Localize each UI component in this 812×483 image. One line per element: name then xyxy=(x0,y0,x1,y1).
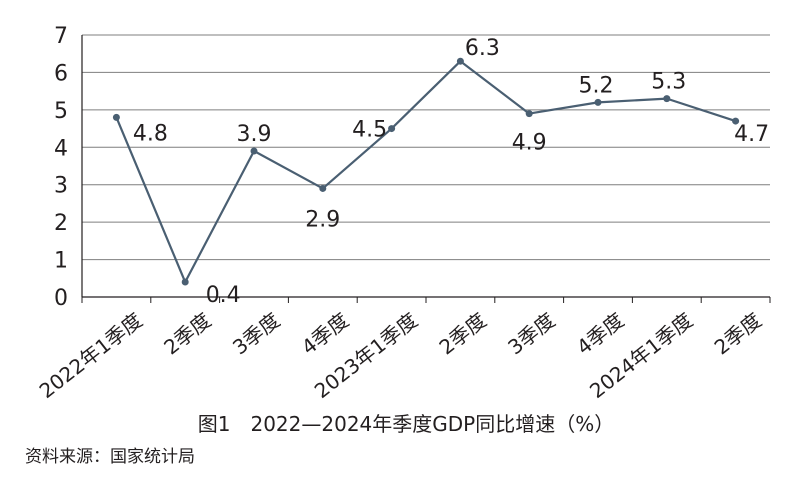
data-point xyxy=(456,57,464,65)
data-label: 5.2 xyxy=(579,73,614,98)
data-point xyxy=(732,117,740,125)
figure-caption: 图1 2022—2024年季度GDP同比增速（%） xyxy=(197,412,615,436)
data-label: 4.7 xyxy=(734,122,769,147)
axes xyxy=(81,35,771,303)
data-label: 4.9 xyxy=(512,131,547,156)
y-tick-label: 4 xyxy=(54,136,68,161)
data-point xyxy=(250,147,258,155)
data-points xyxy=(112,57,740,286)
data-point xyxy=(525,110,533,118)
x-tick-label: 4季度 xyxy=(297,308,353,359)
data-point xyxy=(181,278,189,286)
x-tick-label: 3季度 xyxy=(228,308,284,359)
y-tick-label: 2 xyxy=(54,211,68,236)
data-point xyxy=(594,98,602,106)
data-label: 2.9 xyxy=(305,207,340,232)
x-tick-label: 2季度 xyxy=(159,308,215,359)
x-tick-label: 3季度 xyxy=(503,308,559,359)
x-tick-label: 2022年1季度 xyxy=(35,308,147,403)
data-point xyxy=(388,125,396,133)
x-tick-label: 2季度 xyxy=(710,308,766,359)
data-label: 4.5 xyxy=(352,118,387,143)
y-tick-label: 1 xyxy=(54,249,68,274)
x-tick-label: 4季度 xyxy=(572,308,628,359)
y-tick-labels: 0 1 2 3 4 5 6 7 xyxy=(54,24,68,311)
source-note: 资料来源：国家统计局 xyxy=(25,447,195,467)
x-tick-label: 2季度 xyxy=(435,308,491,359)
data-label: 5.3 xyxy=(651,70,686,95)
data-label: 3.9 xyxy=(237,122,272,147)
y-tick-label: 7 xyxy=(54,24,68,49)
data-point xyxy=(319,184,327,192)
data-label: 4.8 xyxy=(133,121,168,146)
series-line xyxy=(115,60,736,284)
data-label: 6.3 xyxy=(465,36,500,61)
data-point xyxy=(112,113,120,121)
data-label: 0.4 xyxy=(206,283,241,308)
y-tick-label: 3 xyxy=(54,174,68,199)
data-point xyxy=(663,95,671,103)
series-line-path xyxy=(115,60,736,284)
grid-lines xyxy=(82,34,770,261)
y-tick-label: 6 xyxy=(54,61,68,86)
y-tick-label: 0 xyxy=(54,286,68,311)
data-labels: 4.8 0.4 3.9 2.9 4.5 6.3 4.9 5.2 5.3 4.7 xyxy=(133,36,769,308)
y-tick-label: 5 xyxy=(54,99,68,124)
